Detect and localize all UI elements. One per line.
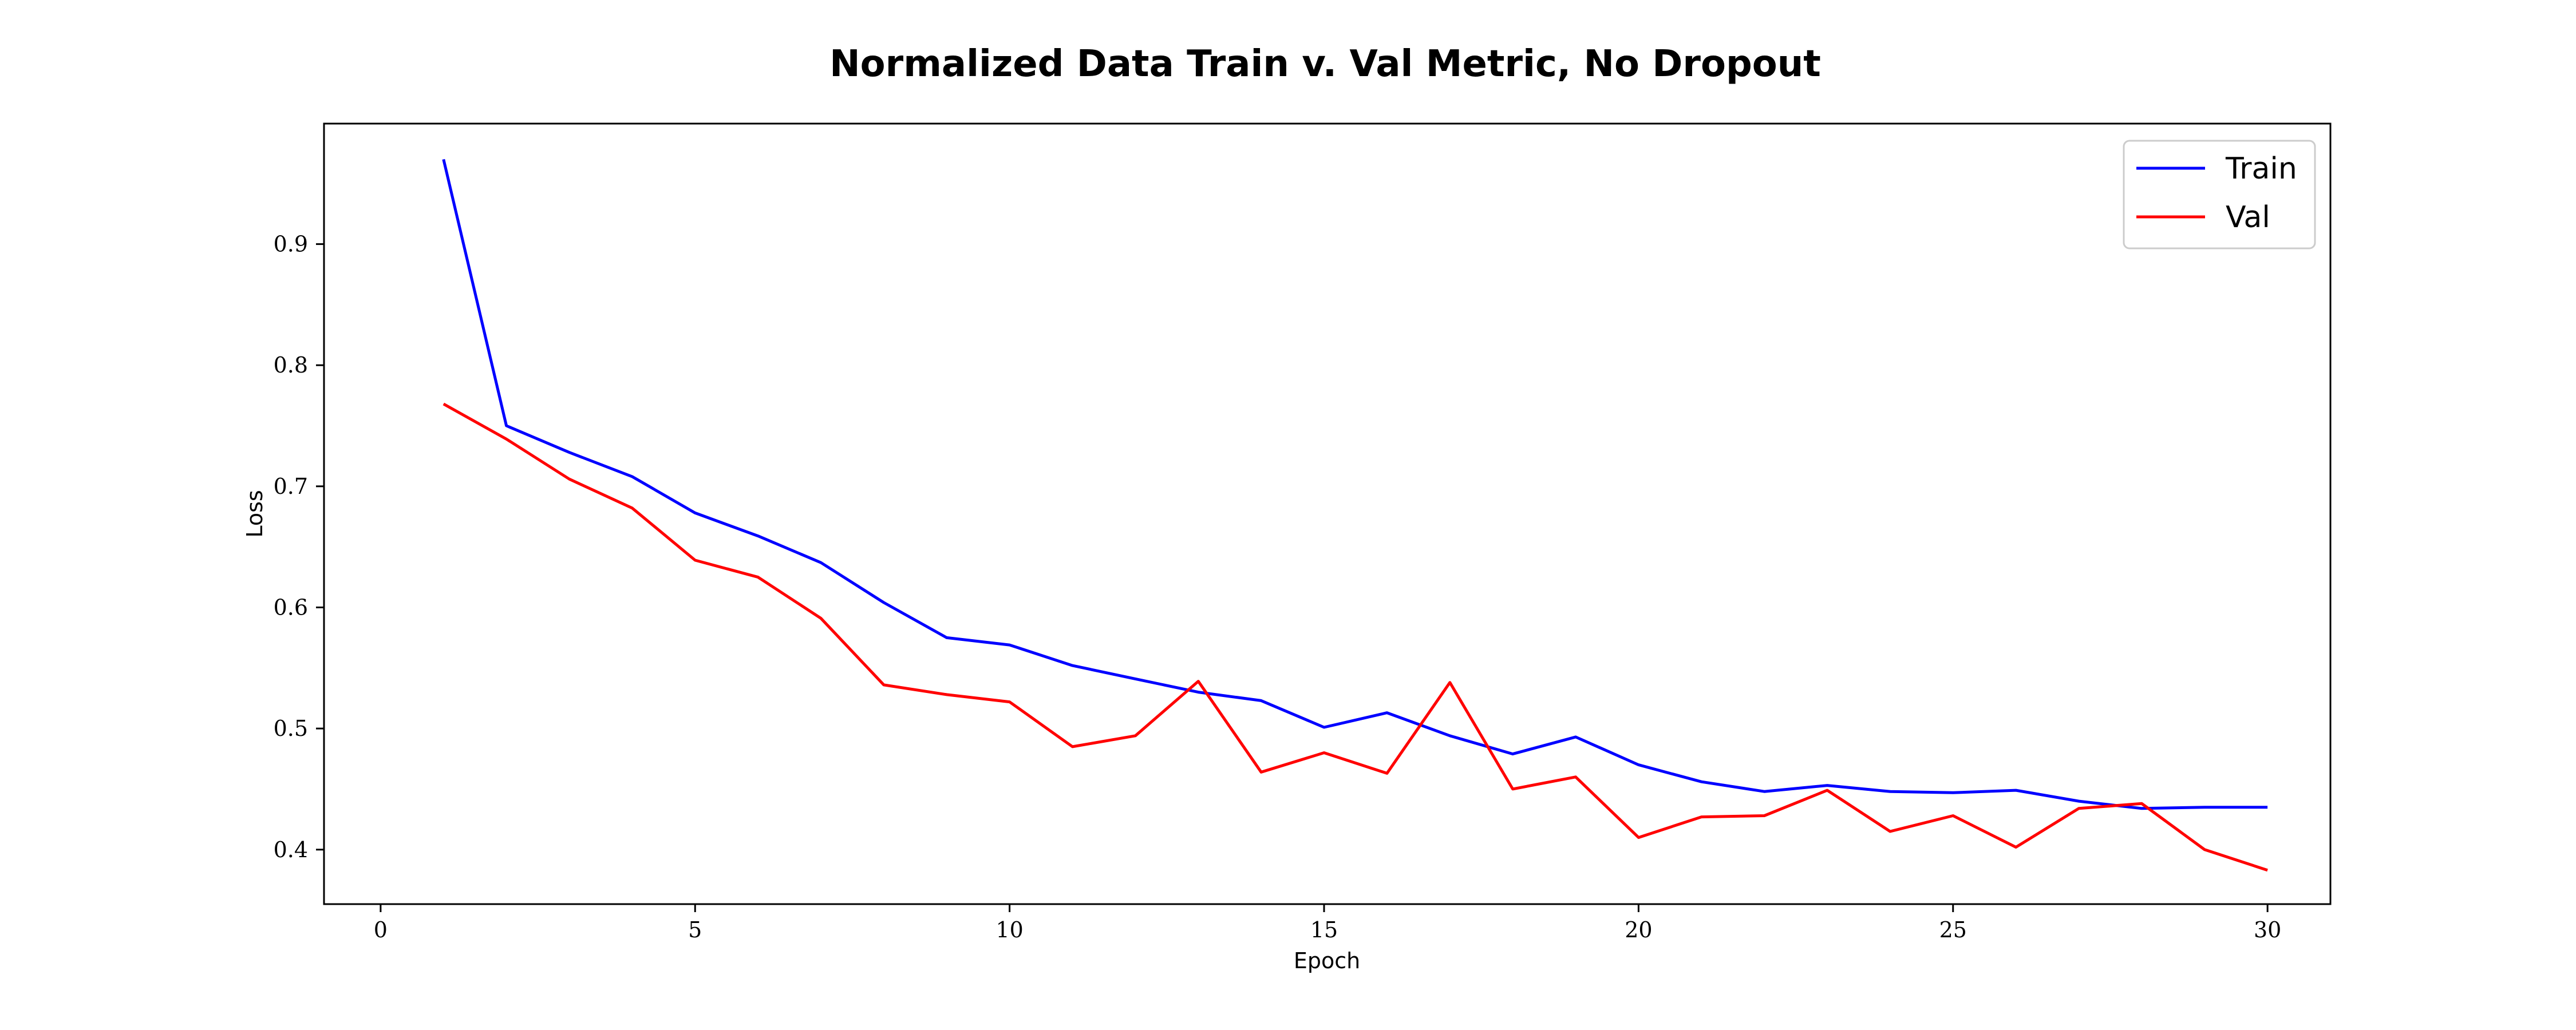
x-axis-label: Epoch: [1294, 948, 1360, 973]
x-tick-label: 5: [688, 917, 702, 942]
y-tick-label: 0.9: [274, 232, 308, 257]
series-line-train: [442, 159, 2268, 810]
y-tick-label: 0.8: [274, 352, 308, 378]
legend-label-train: Train: [2225, 152, 2297, 186]
x-tick-label: 10: [995, 917, 1023, 942]
x-tick-label: 20: [1625, 917, 1652, 942]
chart-legend: Train Val: [2123, 140, 2316, 249]
x-tick-label: 0: [374, 917, 388, 942]
x-tick-label: 30: [2254, 917, 2281, 942]
series-lines: [442, 159, 2268, 872]
y-tick-label: 0.5: [274, 716, 308, 741]
x-tick-label: 25: [1939, 917, 1967, 942]
series-line-val: [442, 402, 2268, 872]
y-axis-label: Loss: [242, 490, 267, 537]
y-tick-label: 0.7: [274, 474, 308, 499]
x-tick-label: 15: [1310, 917, 1338, 942]
plot-area-frame: [323, 122, 2332, 905]
chart-title: Normalized Data Train v. Val Metric, No …: [829, 43, 1821, 85]
y-tick-label: 0.6: [274, 595, 308, 620]
y-tick-label: 0.4: [274, 837, 308, 862]
legend-label-val: Val: [2226, 200, 2270, 235]
axis-ticks: 0 5 10 15 20 25 30 0.4 0.5 0.6 0.7 0.8 0.9: [274, 232, 2282, 942]
